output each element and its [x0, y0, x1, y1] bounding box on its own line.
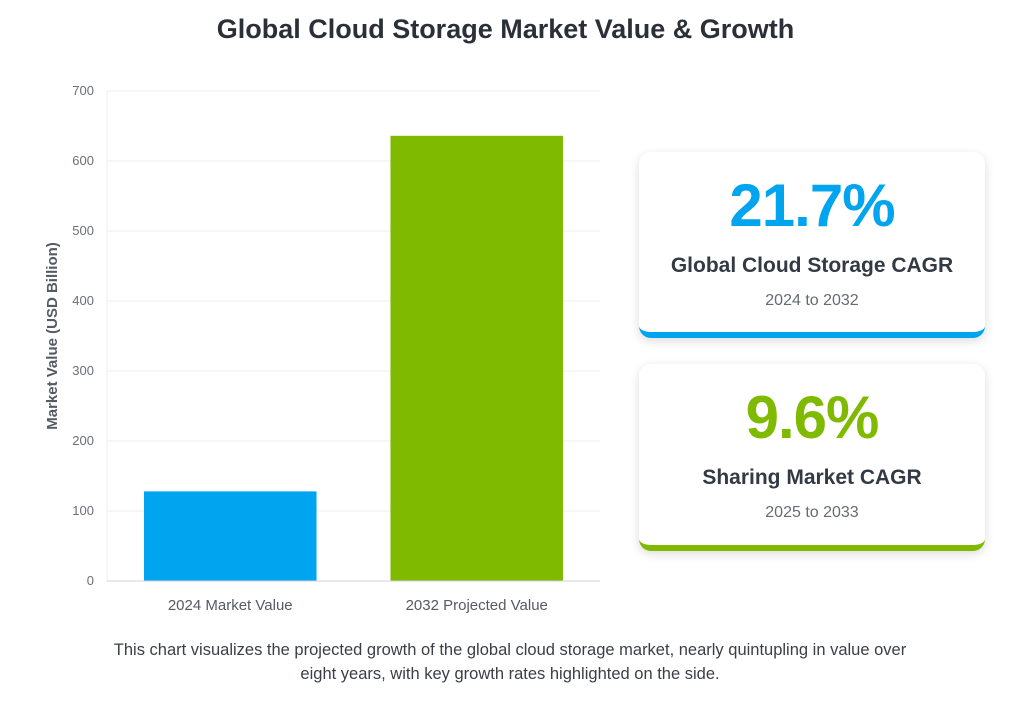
x-category-label: 2024 Market Value: [168, 597, 293, 614]
y-tick-label: 400: [72, 293, 94, 308]
bar-chart: 0 100 200 300 400 500 600 700 2024 Market Value…: [44, 83, 600, 614]
y-tick-label: 300: [72, 363, 94, 378]
y-tick-label: 100: [72, 503, 94, 518]
cagr-value: 21.7%: [729, 172, 895, 239]
cagr-label: Global Cloud Storage CAGR: [670, 254, 954, 277]
y-axis-label: Market Value (USD Billion): [44, 242, 61, 430]
bar[interactable]: [143, 491, 317, 581]
y-tick-label: 600: [72, 153, 94, 168]
cagr-card-cloud-storage: 21.7% Global Cloud Storage CAGR 2024 to …: [639, 152, 985, 338]
bars: [143, 135, 564, 582]
x-axis-categories: 2024 Market Value 2032 Projected Value: [168, 597, 548, 614]
chart-title: Global Cloud Storage Market Value & Grow…: [216, 14, 795, 44]
cagr-card-sharing-market: 9.6% Sharing Market CAGR 2025 to 2033: [639, 364, 985, 551]
cagr-label: Sharing Market CAGR: [702, 466, 922, 489]
cagr-value: 9.6%: [745, 384, 880, 451]
y-tick-label: 200: [72, 433, 94, 448]
x-category-label: 2032 Projected Value: [406, 597, 548, 614]
y-tick-label: 0: [87, 573, 94, 588]
y-axis-ticks: 0 100 200 300 400 500 600 700: [72, 83, 94, 588]
bar[interactable]: [390, 135, 564, 582]
cagr-range: 2025 to 2033: [765, 504, 859, 521]
chart-caption: This chart visualizes the projected grow…: [113, 641, 907, 683]
y-tick-label: 500: [72, 223, 94, 238]
cagr-range: 2024 to 2032: [765, 292, 859, 309]
y-tick-label: 700: [72, 83, 94, 98]
